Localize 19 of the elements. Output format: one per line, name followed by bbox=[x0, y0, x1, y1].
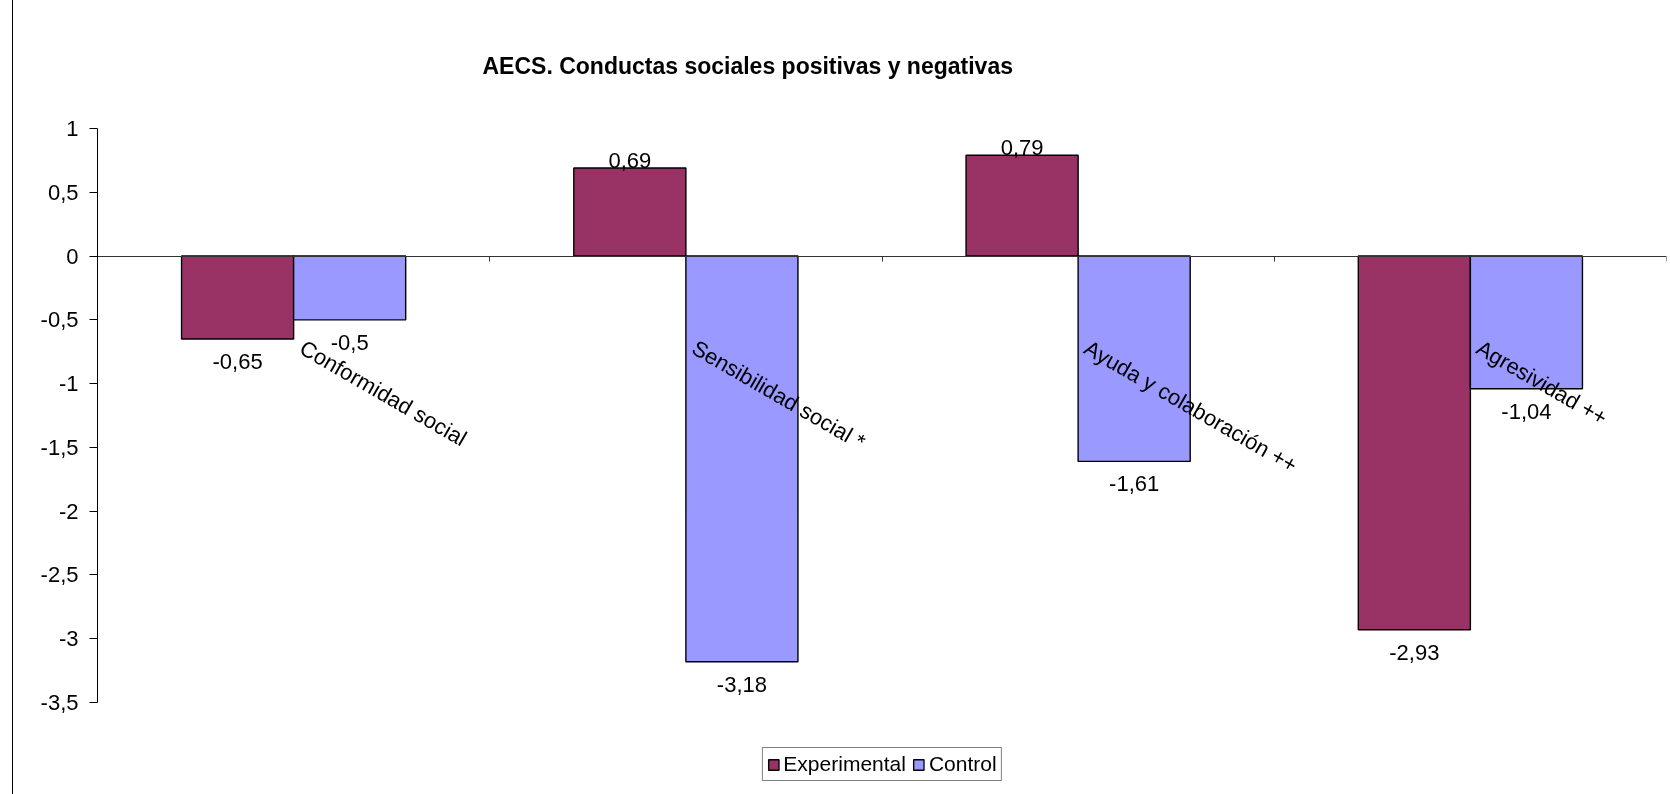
y-tick-label: 0 bbox=[66, 243, 79, 269]
y-tick-label: -1 bbox=[58, 371, 79, 397]
data-label: 0,69 bbox=[608, 148, 652, 174]
legend-label: Control bbox=[928, 752, 997, 776]
legend-label: Experimental bbox=[783, 752, 906, 776]
data-label: 0,79 bbox=[1000, 135, 1044, 161]
y-tick-label: -2 bbox=[58, 498, 79, 524]
y-tick-label: -3 bbox=[58, 626, 79, 652]
y-tick-label: -1,5 bbox=[40, 434, 79, 460]
data-label: -3,18 bbox=[716, 671, 767, 697]
y-tick-label: 1 bbox=[66, 116, 79, 141]
y-tick-label: -0,5 bbox=[40, 307, 79, 333]
y-tick-label: 0,5 bbox=[47, 179, 79, 205]
data-label: -2,93 bbox=[1389, 639, 1440, 665]
data-label: -0,65 bbox=[212, 348, 263, 374]
y-tick-label: -3,5 bbox=[40, 690, 79, 715]
chart-title: AECS. Conductas sociales positivas y negativas bbox=[482, 52, 1013, 79]
y-tick-label: -2,5 bbox=[40, 562, 79, 588]
data-label: -1,61 bbox=[1109, 471, 1160, 497]
